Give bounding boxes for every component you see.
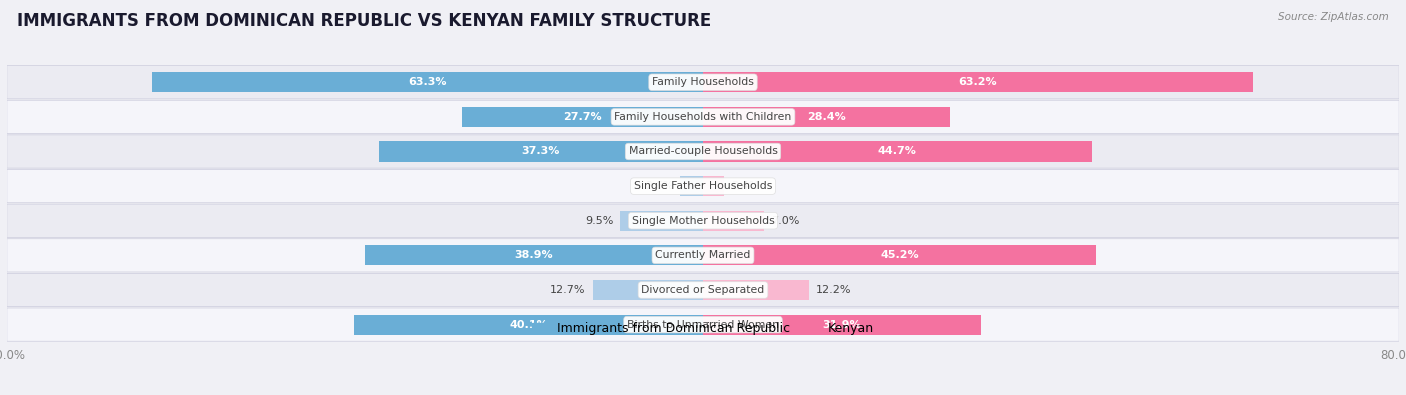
Text: 12.2%: 12.2% bbox=[815, 285, 852, 295]
Bar bbox=[703, 141, 1092, 162]
Bar bbox=[703, 176, 724, 196]
Text: 40.1%: 40.1% bbox=[509, 320, 548, 329]
Bar bbox=[592, 280, 703, 300]
FancyBboxPatch shape bbox=[7, 239, 1399, 272]
Text: Single Mother Households: Single Mother Households bbox=[631, 216, 775, 226]
FancyBboxPatch shape bbox=[7, 135, 1399, 168]
Text: Single Father Households: Single Father Households bbox=[634, 181, 772, 191]
Text: Divorced or Separated: Divorced or Separated bbox=[641, 285, 765, 295]
Bar bbox=[354, 314, 703, 335]
Text: 27.7%: 27.7% bbox=[564, 112, 602, 122]
FancyBboxPatch shape bbox=[7, 66, 1399, 99]
Bar bbox=[703, 72, 1253, 92]
Text: 38.9%: 38.9% bbox=[515, 250, 553, 260]
Text: IMMIGRANTS FROM DOMINICAN REPUBLIC VS KENYAN FAMILY STRUCTURE: IMMIGRANTS FROM DOMINICAN REPUBLIC VS KE… bbox=[17, 12, 711, 30]
Text: 2.6%: 2.6% bbox=[645, 181, 673, 191]
Text: Source: ZipAtlas.com: Source: ZipAtlas.com bbox=[1278, 12, 1389, 22]
Text: 63.3%: 63.3% bbox=[408, 77, 447, 87]
Bar bbox=[152, 72, 703, 92]
Bar bbox=[703, 314, 980, 335]
Text: 45.2%: 45.2% bbox=[880, 250, 920, 260]
Bar bbox=[703, 211, 763, 231]
Bar bbox=[378, 141, 703, 162]
Text: Currently Married: Currently Married bbox=[655, 250, 751, 260]
Text: Family Households with Children: Family Households with Children bbox=[614, 112, 792, 122]
Text: 28.4%: 28.4% bbox=[807, 112, 846, 122]
Bar bbox=[703, 245, 1097, 265]
Text: 12.7%: 12.7% bbox=[550, 285, 585, 295]
Bar bbox=[364, 245, 703, 265]
Bar bbox=[463, 107, 703, 127]
Text: Births to Unmarried Women: Births to Unmarried Women bbox=[627, 320, 779, 329]
Legend: Immigrants from Dominican Republic, Kenyan: Immigrants from Dominican Republic, Keny… bbox=[527, 317, 879, 340]
Text: 44.7%: 44.7% bbox=[877, 147, 917, 156]
Text: 9.5%: 9.5% bbox=[585, 216, 613, 226]
Bar bbox=[703, 280, 808, 300]
FancyBboxPatch shape bbox=[7, 308, 1399, 341]
Text: 31.9%: 31.9% bbox=[823, 320, 860, 329]
FancyBboxPatch shape bbox=[7, 169, 1399, 203]
FancyBboxPatch shape bbox=[7, 100, 1399, 134]
Bar bbox=[681, 176, 703, 196]
Bar bbox=[703, 107, 950, 127]
Text: Married-couple Households: Married-couple Households bbox=[628, 147, 778, 156]
Text: 37.3%: 37.3% bbox=[522, 147, 560, 156]
Text: Family Households: Family Households bbox=[652, 77, 754, 87]
Text: 2.4%: 2.4% bbox=[731, 181, 759, 191]
FancyBboxPatch shape bbox=[7, 204, 1399, 237]
FancyBboxPatch shape bbox=[7, 273, 1399, 307]
Text: 63.2%: 63.2% bbox=[959, 77, 997, 87]
Text: 7.0%: 7.0% bbox=[770, 216, 799, 226]
Bar bbox=[620, 211, 703, 231]
